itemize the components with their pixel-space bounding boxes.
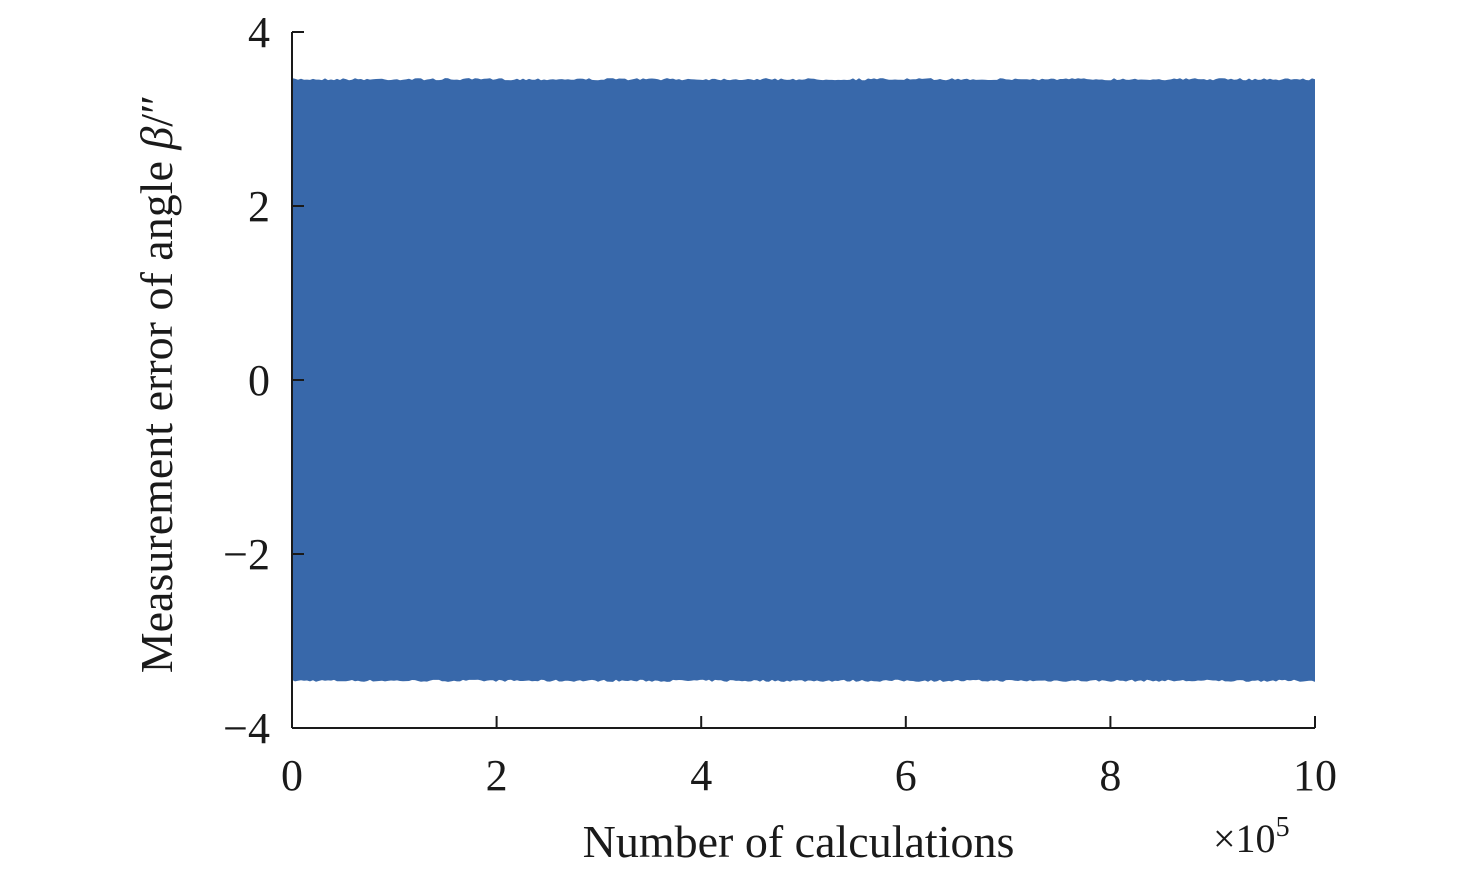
x-tick-label: 4: [690, 751, 712, 800]
x-tick-label: 6: [895, 751, 917, 800]
x-tick-label: 0: [281, 751, 303, 800]
labels: Number of calculations ×105 Measurement …: [131, 95, 1290, 867]
y-axis-title-suffix: /″: [131, 95, 182, 127]
y-axis-title-symbol: β: [131, 127, 182, 151]
x-axis-multiplier: ×105: [1213, 812, 1290, 861]
y-axis-title: Measurement error of angle β/″: [131, 95, 182, 674]
plot-area: [292, 78, 1315, 682]
x-axis-multiplier-exponent: 5: [1276, 812, 1290, 843]
x-axis-title: Number of calculations: [583, 816, 1015, 867]
axes: 0 2 4 6 8 10 −4 −2 0 2 4: [223, 8, 1337, 800]
y-tick-label: 4: [248, 8, 270, 57]
y-tick-label: −4: [223, 704, 270, 753]
y-axis-title-prefix: Measurement error of angle: [131, 150, 182, 674]
y-tick-label: 0: [248, 356, 270, 405]
x-tick-label: 8: [1099, 751, 1121, 800]
x-tick-label: 10: [1293, 751, 1337, 800]
y-tick-label: 2: [248, 182, 270, 231]
x-tick-label: 2: [486, 751, 508, 800]
y-tick-label: −2: [223, 530, 270, 579]
x-axis-multiplier-base: ×10: [1213, 816, 1276, 861]
data-band-series-0: [292, 78, 1315, 682]
